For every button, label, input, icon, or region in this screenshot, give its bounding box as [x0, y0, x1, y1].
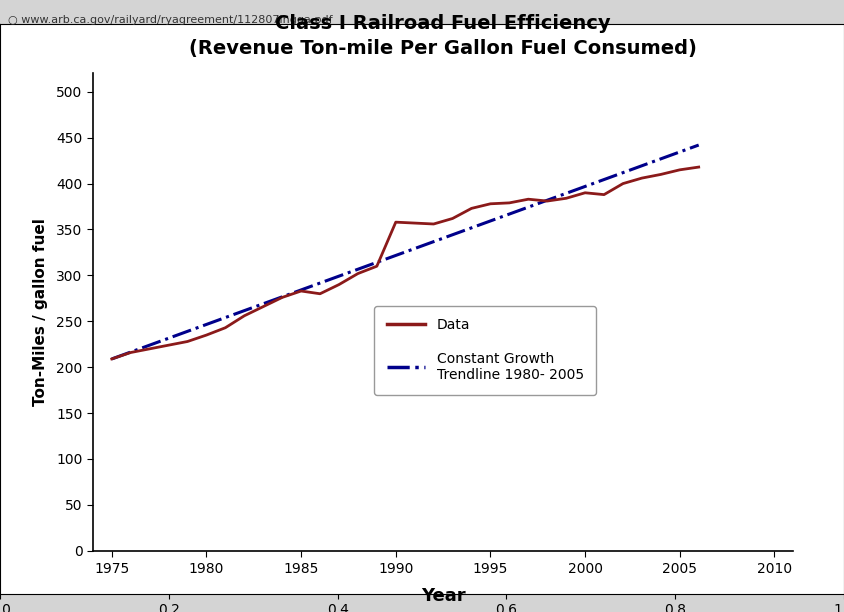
Y-axis label: Ton-Miles / gallon fuel: Ton-Miles / gallon fuel [33, 218, 48, 406]
X-axis label: Year: Year [421, 587, 465, 605]
Title: Class I Railroad Fuel Efficiency
(Revenue Ton-mile Per Gallon Fuel Consumed): Class I Railroad Fuel Efficiency (Revenu… [189, 14, 697, 58]
Text: ○ www.arb.ca.gov/railyard/ryagreement/112807lngqa.pdf: ○ www.arb.ca.gov/railyard/ryagreement/11… [8, 15, 333, 25]
Legend: Data, Constant Growth
Trendline 1980- 2005: Data, Constant Growth Trendline 1980- 20… [374, 306, 596, 395]
